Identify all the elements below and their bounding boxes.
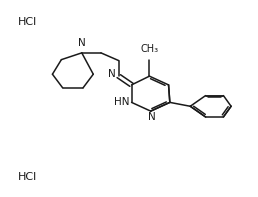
Text: HCl: HCl — [18, 17, 37, 27]
Text: N: N — [78, 38, 86, 48]
Text: HN: HN — [114, 97, 129, 107]
Text: N: N — [108, 69, 116, 79]
Text: CH₃: CH₃ — [140, 44, 158, 54]
Text: HCl: HCl — [18, 172, 37, 182]
Text: N: N — [148, 112, 156, 122]
